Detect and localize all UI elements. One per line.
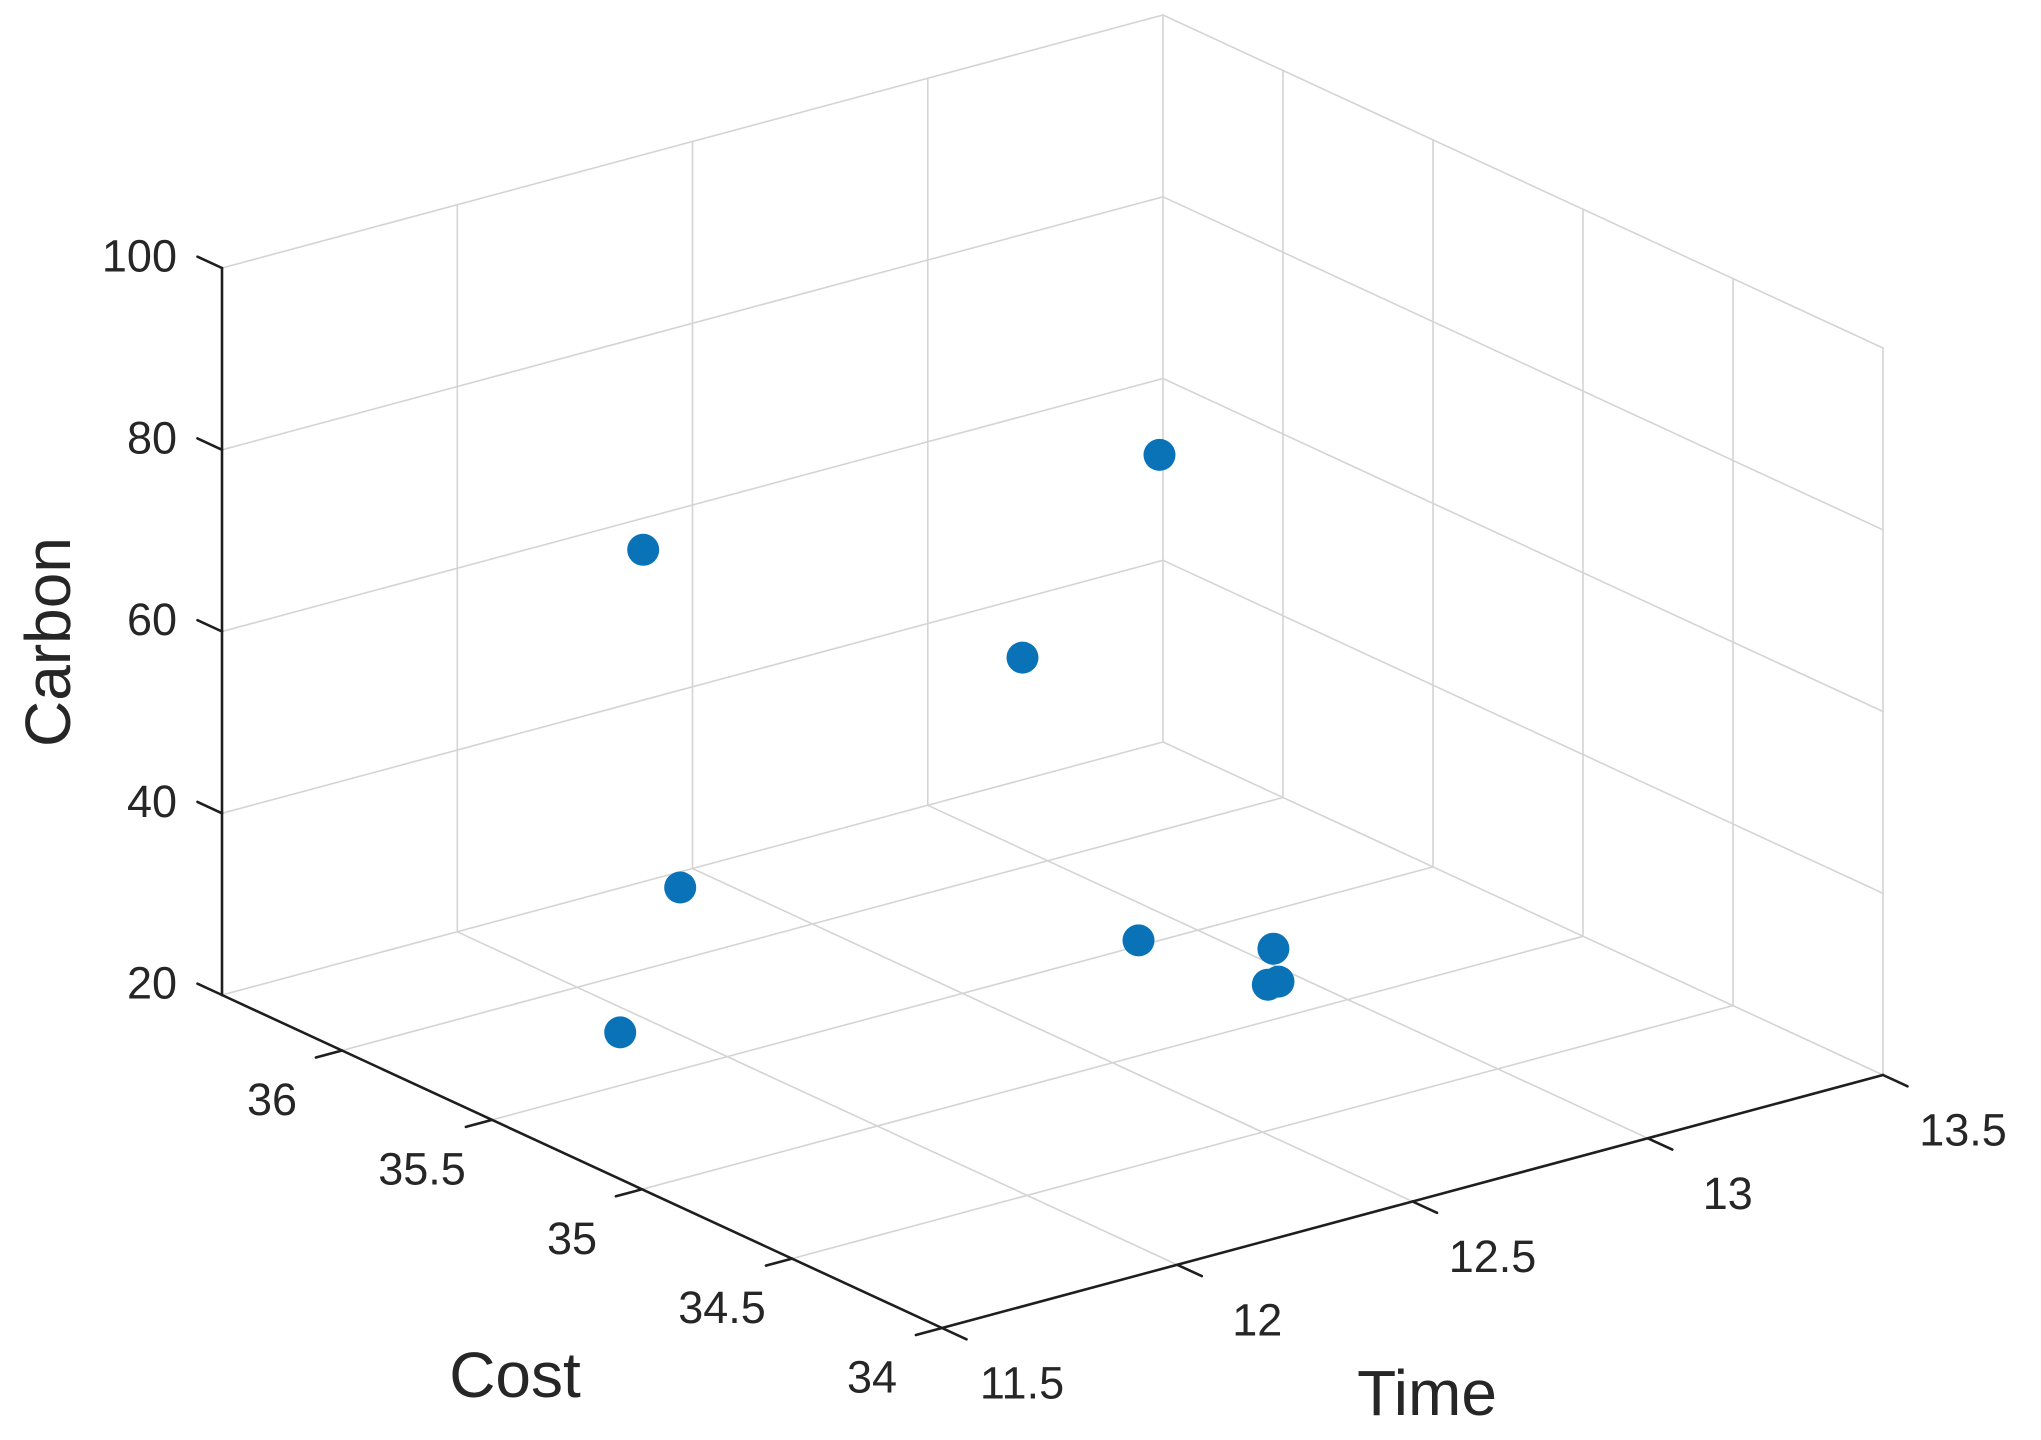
cost-axis-ticks: 36 35.5 35 34.5 34: [247, 1049, 944, 1403]
data-point: [1143, 438, 1176, 471]
time-tick-label: 12: [1232, 1294, 1282, 1345]
time-tick-label: 13: [1703, 1168, 1753, 1219]
cost-axis-label: Cost: [449, 1339, 581, 1411]
carbon-axis-ticks: 20 40 60 80 100: [102, 231, 224, 1009]
data-point: [627, 533, 660, 566]
data-point: [1257, 932, 1290, 965]
carbon-tick-label: 100: [102, 231, 177, 282]
cost-tick-label: 34.5: [678, 1282, 766, 1333]
cost-tick-label: 35: [547, 1213, 597, 1264]
carbon-tick-label: 20: [127, 958, 177, 1009]
data-point: [604, 1016, 637, 1049]
time-axis-ticks: 11.5 12 12.5 13 13.5: [940, 1073, 2007, 1409]
cost-tick-label: 35.5: [378, 1143, 466, 1194]
time-tick-label: 13.5: [1919, 1105, 2007, 1156]
time-tick-label: 12.5: [1449, 1231, 1537, 1282]
axis-lines: [220, 266, 1885, 1330]
carbon-tick-label: 40: [127, 776, 177, 827]
carbon-axis-label: Carbon: [12, 537, 84, 747]
right-wall-grid: [1162, 14, 1884, 1076]
plot-area: 20 40 60 80 100 36 35.5 35 34.5 34 11.5 12 12.5 13 13.…: [102, 14, 2007, 1409]
time-axis-label: Time: [1357, 1357, 1497, 1429]
data-point: [1122, 924, 1155, 957]
time-tick-label: 11.5: [980, 1358, 1064, 1409]
data-point: [664, 871, 697, 904]
left-wall-grid: [221, 14, 1164, 933]
cost-tick-label: 36: [247, 1074, 297, 1125]
data-points: [604, 438, 1295, 1049]
floor-grid: [221, 741, 1884, 1266]
data-point: [1262, 965, 1295, 998]
data-point: [1006, 641, 1039, 674]
carbon-tick-label: 80: [127, 412, 177, 463]
cost-tick-label: 34: [847, 1352, 897, 1403]
carbon-tick-label: 60: [127, 594, 177, 645]
